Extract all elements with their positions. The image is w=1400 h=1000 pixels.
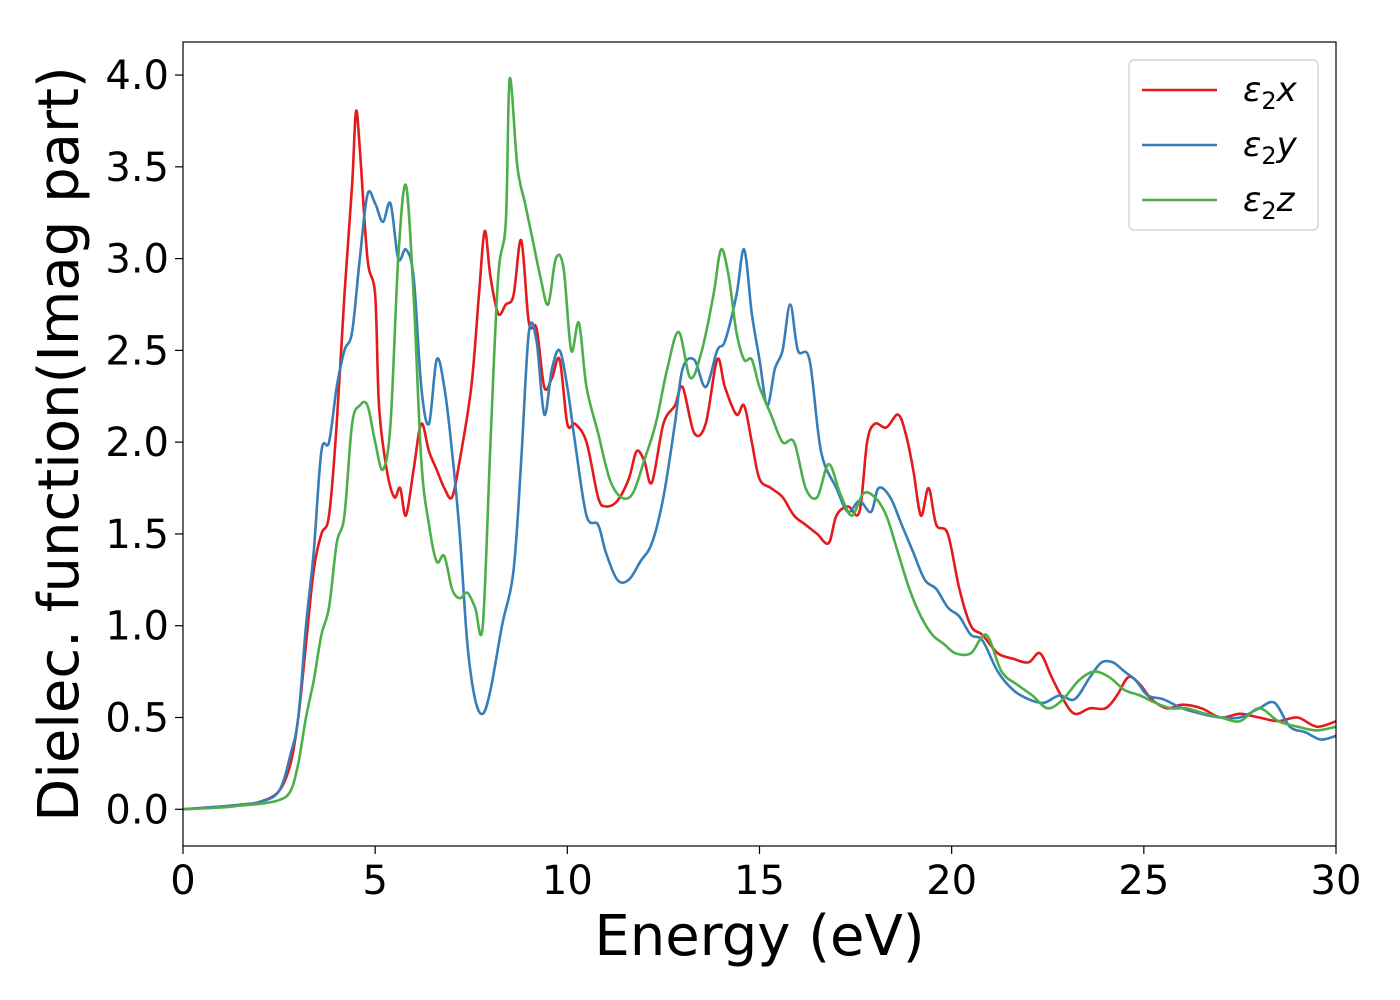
x-tick-label: 10 [542, 858, 593, 904]
legend-item-y: ε2y [1142, 125, 1298, 170]
x-tick-label: 15 [734, 858, 785, 904]
legend-item-z: ε2z [1142, 180, 1296, 225]
y-axis: 0.0 0.5 1.0 1.5 2.0 2.5 3.0 3.5 4.0 [105, 53, 183, 833]
series-line-x [183, 109, 1336, 811]
x-axis: 0 5 10 15 20 25 30 [170, 846, 1361, 904]
legend-label: ε2y [1243, 125, 1298, 170]
x-tick-label: 5 [362, 858, 387, 904]
x-tick-label: 25 [1118, 858, 1169, 904]
y-tick-label: 1.0 [105, 604, 169, 650]
y-tick-label: 1.5 [105, 512, 169, 558]
y-tick-label: 2.5 [105, 328, 169, 374]
x-tick-label: 30 [1311, 858, 1362, 904]
legend: ε2x ε2y ε2z [1128, 59, 1319, 231]
legend-items: ε2x ε2y ε2z [1142, 70, 1298, 225]
series-layer [183, 76, 1336, 811]
legend-box [1128, 59, 1319, 231]
y-tick-label: 2.0 [105, 420, 169, 466]
series-line-y [183, 189, 1336, 811]
y-tick-label: 3.5 [105, 145, 169, 191]
y-tick-label: 0.0 [105, 787, 169, 833]
series-line-z [183, 76, 1336, 811]
y-tick-label: 0.5 [105, 696, 169, 742]
legend-label: ε2z [1243, 180, 1296, 225]
x-axis-label: Energy (eV) [594, 904, 924, 969]
x-tick-label: 0 [170, 858, 195, 904]
x-tick-label: 20 [926, 858, 977, 904]
y-axis-label: Dielec. function(Imag part) [27, 66, 92, 822]
legend-item-x: ε2x [1142, 70, 1298, 115]
legend-label: ε2x [1243, 70, 1298, 115]
y-tick-label: 3.0 [105, 237, 169, 283]
y-tick-label: 4.0 [105, 53, 169, 99]
